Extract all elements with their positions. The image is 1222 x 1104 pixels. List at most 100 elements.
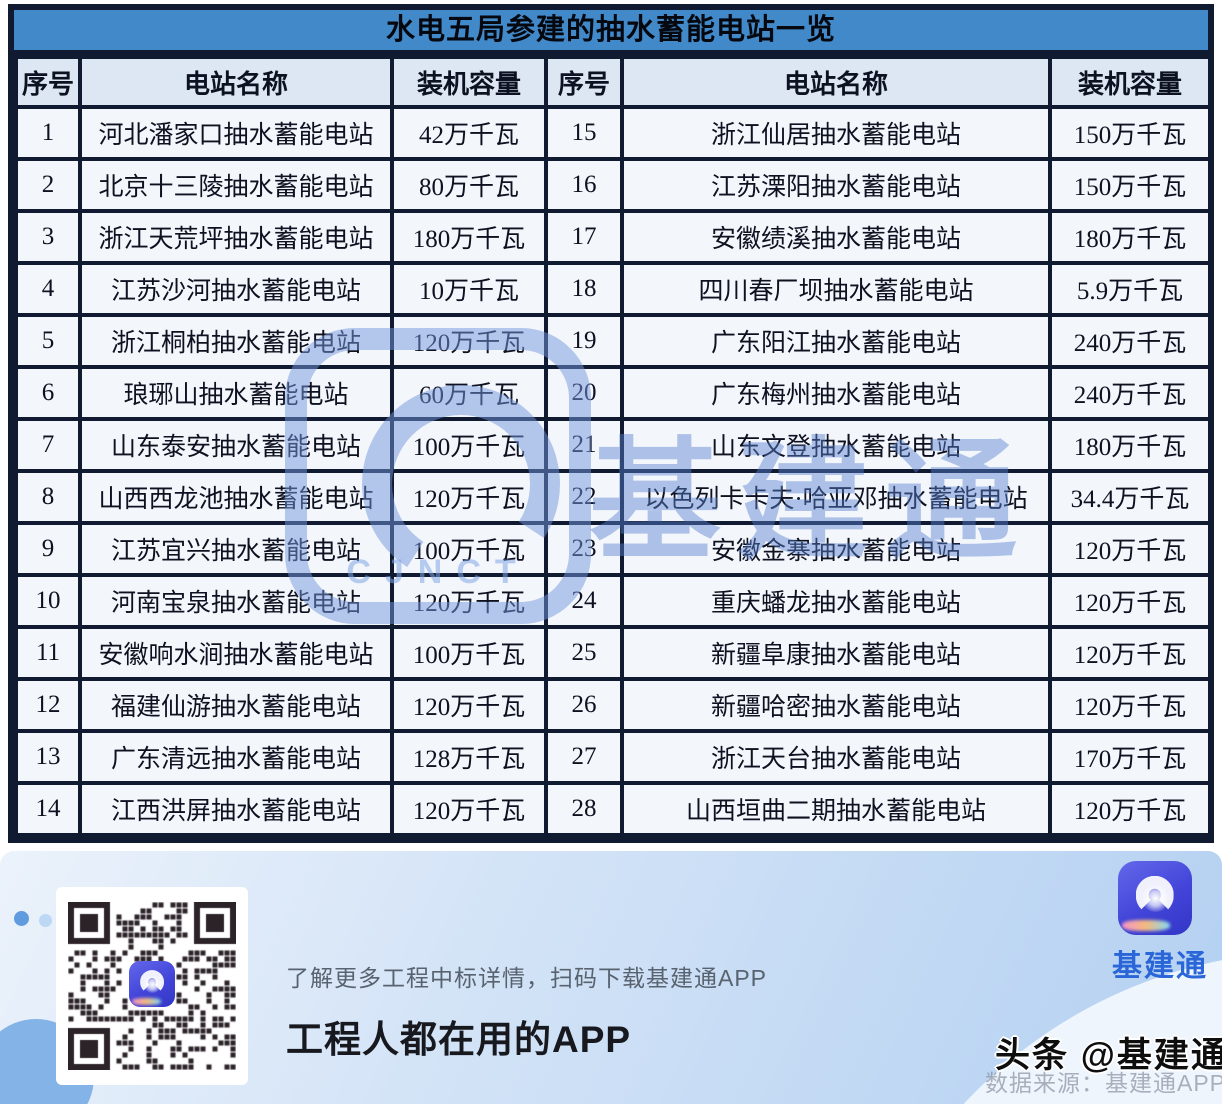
cell-name: 安徽金寨抽水蓄能电站: [620, 521, 1052, 577]
cell-capacity: 120万千瓦: [390, 781, 548, 837]
cell-no: 28: [544, 781, 624, 837]
infographic-page: 水电五局参建的抽水蓄能电站一览 序号 电站名称 装机容量 序号 电站名称 装机容…: [0, 4, 1222, 1104]
cell-capacity: 100万千瓦: [390, 521, 548, 577]
table-row: 4 江苏沙河抽水蓄能电站 10万千瓦 18 四川春厂坝抽水蓄能电站 5.9万千瓦: [14, 261, 1212, 317]
source-note: 数据来源：基建通APP: [985, 1070, 1222, 1096]
cell-no: 27: [544, 729, 624, 785]
cell-no: 7: [14, 417, 82, 473]
table-row: 3 浙江天荒坪抽水蓄能电站 180万千瓦 17 安徽绩溪抽水蓄能电站 180万千…: [14, 209, 1212, 265]
cell-name: 江苏宜兴抽水蓄能电站: [78, 521, 394, 577]
col-header-no: 序号: [544, 55, 624, 109]
header-row: 序号 电站名称 装机容量 序号 电站名称 装机容量: [14, 55, 1212, 109]
cell-name: 广东阳江抽水蓄能电站: [620, 313, 1052, 369]
cell-name: 以色列卡卡夫·哈亚邓抽水蓄能电站: [620, 469, 1052, 525]
cell-capacity: 100万千瓦: [390, 625, 548, 681]
table-row: 12 福建仙游抽水蓄能电站 120万千瓦 26 新疆哈密抽水蓄能电站 120万千…: [14, 677, 1212, 733]
cell-capacity: 240万千瓦: [1048, 365, 1212, 421]
cell-capacity: 120万千瓦: [1048, 521, 1212, 577]
cell-name: 山西垣曲二期抽水蓄能电站: [620, 781, 1052, 837]
cell-no: 18: [544, 261, 624, 317]
cell-capacity: 80万千瓦: [390, 157, 548, 213]
cell-name: 山西西龙池抽水蓄能电站: [78, 469, 394, 525]
cell-capacity: 150万千瓦: [1048, 157, 1212, 213]
cell-no: 20: [544, 365, 624, 421]
footer-banner: 了解更多工程中标详情，扫码下载基建通APP 工程人都在用的APP 基建通 数据来…: [0, 851, 1222, 1104]
cell-name: 新疆哈密抽水蓄能电站: [620, 677, 1052, 733]
cell-name: 江苏溧阳抽水蓄能电站: [620, 157, 1052, 213]
cell-no: 21: [544, 417, 624, 473]
cell-capacity: 120万千瓦: [1048, 625, 1212, 681]
cell-capacity: 120万千瓦: [390, 573, 548, 629]
cell-name: 浙江仙居抽水蓄能电站: [620, 105, 1052, 161]
cell-name: 山东泰安抽水蓄能电站: [78, 417, 394, 473]
cell-name: 广东梅州抽水蓄能电站: [620, 365, 1052, 421]
cell-name: 福建仙游抽水蓄能电站: [78, 677, 394, 733]
footer-tagline: 了解更多工程中标详情，扫码下载基建通APP: [286, 965, 768, 991]
cell-no: 10: [14, 573, 82, 629]
cell-no: 3: [14, 209, 82, 265]
byline: 头条 @基建通: [995, 1036, 1222, 1075]
colorband-icon: [131, 997, 162, 1005]
cell-capacity: 60万千瓦: [390, 365, 548, 421]
cell-capacity: 128万千瓦: [390, 729, 548, 785]
page-title: 水电五局参建的抽水蓄能电站一览: [14, 10, 1208, 55]
cell-capacity: 150万千瓦: [1048, 105, 1212, 161]
table-container: 水电五局参建的抽水蓄能电站一览 序号 电站名称 装机容量 序号 电站名称 装机容…: [8, 4, 1214, 843]
app-logo-icon: [129, 961, 175, 1007]
qr-card: [56, 887, 248, 1085]
cell-name: 山东文登抽水蓄能电站: [620, 417, 1052, 473]
cell-no: 12: [14, 677, 82, 733]
cell-no: 6: [14, 365, 82, 421]
cell-no: 16: [544, 157, 624, 213]
cell-name: 四川春厂坝抽水蓄能电站: [620, 261, 1052, 317]
stations-table: 序号 电站名称 装机容量 序号 电站名称 装机容量 1 河北潘家口抽水蓄能电站 …: [14, 55, 1212, 837]
brand-name: 基建通: [1112, 950, 1208, 983]
table-row: 5 浙江桐柏抽水蓄能电站 120万千瓦 19 广东阳江抽水蓄能电站 240万千瓦: [14, 313, 1212, 369]
cell-capacity: 10万千瓦: [390, 261, 548, 317]
cell-no: 11: [14, 625, 82, 681]
cell-no: 25: [544, 625, 624, 681]
cell-name: 新疆阜康抽水蓄能电站: [620, 625, 1052, 681]
cell-capacity: 180万千瓦: [390, 209, 548, 265]
cell-capacity: 120万千瓦: [1048, 573, 1212, 629]
table-row: 2 北京十三陵抽水蓄能电站 80万千瓦 16 江苏溧阳抽水蓄能电站 150万千瓦: [14, 157, 1212, 213]
cell-capacity: 120万千瓦: [1048, 677, 1212, 733]
col-header-capacity: 装机容量: [390, 55, 548, 109]
cell-capacity: 42万千瓦: [390, 105, 548, 161]
cell-capacity: 100万千瓦: [390, 417, 548, 473]
cell-name: 河南宝泉抽水蓄能电站: [78, 573, 394, 629]
table-row: 9 江苏宜兴抽水蓄能电站 100万千瓦 23 安徽金寨抽水蓄能电站 120万千瓦: [14, 521, 1212, 577]
cell-no: 13: [14, 729, 82, 785]
col-header-no: 序号: [14, 55, 82, 109]
table-row: 8 山西西龙池抽水蓄能电站 120万千瓦 22 以色列卡卡夫·哈亚邓抽水蓄能电站…: [14, 469, 1212, 525]
cell-capacity: 180万千瓦: [1048, 209, 1212, 265]
cell-no: 15: [544, 105, 624, 161]
cell-name: 重庆蟠龙抽水蓄能电站: [620, 573, 1052, 629]
cell-no: 9: [14, 521, 82, 577]
table-row: 6 琅琊山抽水蓄能电站 60万千瓦 20 广东梅州抽水蓄能电站 240万千瓦: [14, 365, 1212, 421]
cell-capacity: 120万千瓦: [1048, 781, 1212, 837]
cell-capacity: 34.4万千瓦: [1048, 469, 1212, 525]
cell-no: 23: [544, 521, 624, 577]
brand-block: 基建通: [1112, 861, 1208, 985]
cell-capacity: 120万千瓦: [390, 677, 548, 733]
cell-capacity: 240万千瓦: [1048, 313, 1212, 369]
table-row: 7 山东泰安抽水蓄能电站 100万千瓦 21 山东文登抽水蓄能电站 180万千瓦: [14, 417, 1212, 473]
footer-slogan: 工程人都在用的APP: [286, 1019, 632, 1060]
cell-no: 5: [14, 313, 82, 369]
cell-no: 2: [14, 157, 82, 213]
cell-name: 安徽响水涧抽水蓄能电站: [78, 625, 394, 681]
glow-icon: [1142, 885, 1170, 913]
table-row: 11 安徽响水涧抽水蓄能电站 100万千瓦 25 新疆阜康抽水蓄能电站 120万…: [14, 625, 1212, 681]
cell-name: 河北潘家口抽水蓄能电站: [78, 105, 394, 161]
table-row: 10 河南宝泉抽水蓄能电站 120万千瓦 24 重庆蟠龙抽水蓄能电站 120万千…: [14, 573, 1212, 629]
cell-capacity: 120万千瓦: [390, 313, 548, 369]
cell-no: 19: [544, 313, 624, 369]
cell-no: 17: [544, 209, 624, 265]
cell-capacity: 5.9万千瓦: [1048, 261, 1212, 317]
cell-name: 广东清远抽水蓄能电站: [78, 729, 394, 785]
glow-icon: [144, 976, 161, 993]
decor-dot: [14, 911, 29, 926]
cell-no: 22: [544, 469, 624, 525]
cell-capacity: 180万千瓦: [1048, 417, 1212, 473]
